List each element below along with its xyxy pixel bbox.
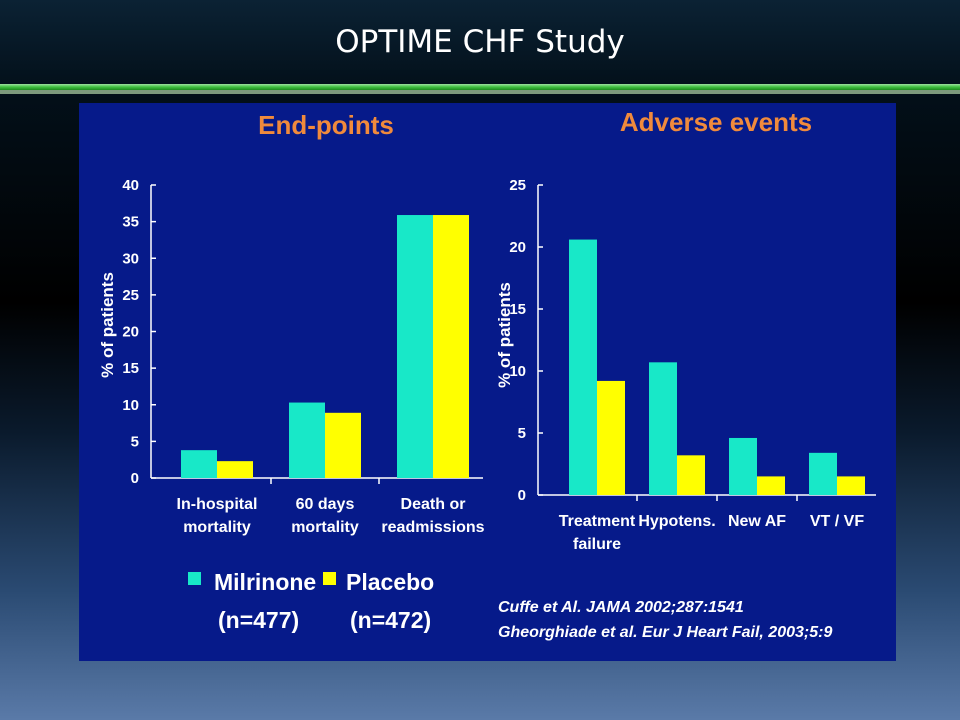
bar-milrinone: [289, 402, 325, 478]
legend-swatch-milrinone: [188, 572, 201, 585]
bar-placebo: [597, 380, 625, 495]
legend: Milrinone (n=477) Placebo (n=472): [188, 569, 434, 633]
bar-placebo: [677, 455, 705, 495]
legend-label-placebo: Placebo: [346, 569, 434, 595]
chart-title-endpoints: End-points: [258, 110, 394, 140]
slide-title: OPTIME CHF Study: [335, 24, 625, 60]
y-axis-label: % of patients: [98, 272, 117, 378]
bar-milrinone: [649, 362, 677, 495]
chart-title-adverse-events: Adverse events: [620, 107, 812, 137]
legend-label-milrinone: Milrinone: [214, 569, 316, 595]
y-tick-label: 10: [509, 363, 526, 380]
y-tick-label: 10: [122, 397, 139, 414]
bar-placebo: [757, 476, 785, 495]
category-label: mortality: [291, 519, 359, 536]
title-divider: [0, 84, 960, 90]
category-label: mortality: [183, 519, 251, 536]
y-tick-label: 30: [122, 250, 139, 267]
bar-milrinone: [809, 452, 837, 495]
y-tick-label: 15: [509, 301, 526, 318]
citation-2: Gheorghiade et al. Eur J Heart Fail, 200…: [498, 624, 832, 641]
legend-n-placebo: (n=472): [350, 607, 431, 633]
category-label: VT / VF: [810, 513, 864, 530]
category-label: 60 days: [296, 496, 355, 513]
y-tick-label: 0: [131, 470, 139, 487]
y-tick-label: 25: [122, 287, 139, 304]
y-axis-label: % of patients: [495, 282, 514, 388]
adverse-events-chart: 0 5 10 15 20 25 % of patients Treatment failure H…: [495, 177, 876, 553]
title-divider-shadow: [0, 90, 960, 94]
category-label: Death or: [401, 496, 466, 513]
y-tick-label: 40: [122, 177, 139, 194]
legend-swatch-placebo: [323, 572, 336, 585]
bar-milrinone: [181, 450, 217, 478]
y-tick-label: 15: [122, 360, 139, 377]
chart-panel: End-points Adverse events 0 5 10 15 20 25 30 35…: [79, 103, 896, 661]
bar-milrinone: [569, 239, 597, 495]
bar-placebo: [837, 476, 865, 495]
category-label: New AF: [728, 513, 786, 530]
category-label: In-hospital: [177, 496, 258, 513]
bar-placebo: [217, 461, 253, 478]
y-tick-label: 20: [122, 324, 139, 341]
charts-svg: End-points Adverse events 0 5 10 15 20 25 30 35…: [98, 107, 876, 641]
y-tick-label: 5: [518, 425, 526, 442]
category-label: readmissions: [381, 519, 484, 536]
category-label: Hypotens.: [638, 513, 715, 530]
legend-n-milrinone: (n=477): [218, 607, 299, 633]
y-tick-label: 35: [122, 214, 139, 231]
bar-milrinone: [397, 215, 433, 478]
y-tick-label: 20: [509, 239, 526, 256]
y-tick-label: 0: [518, 487, 526, 504]
category-label: Treatment: [559, 513, 636, 530]
category-label: failure: [573, 536, 621, 553]
bar-placebo: [325, 412, 361, 478]
y-tick-label: 5: [131, 433, 139, 450]
citation-1: Cuffe et Al. JAMA 2002;287:1541: [498, 599, 744, 616]
bar-placebo: [433, 215, 469, 478]
bar-milrinone: [729, 437, 757, 495]
endpoints-chart: 0 5 10 15 20 25 30 35 40 % of patients In-hospital…: [98, 177, 485, 536]
y-tick-label: 25: [509, 177, 526, 194]
